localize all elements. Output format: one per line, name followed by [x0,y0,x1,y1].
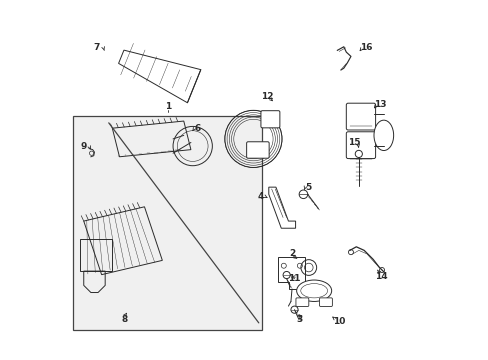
Text: 5: 5 [305,183,311,192]
FancyBboxPatch shape [346,103,375,130]
FancyBboxPatch shape [346,132,375,158]
Text: 12: 12 [261,91,273,100]
Text: 8: 8 [122,315,128,324]
Text: 16: 16 [359,43,371,52]
FancyBboxPatch shape [319,298,332,306]
Ellipse shape [296,280,331,301]
Text: 4: 4 [257,192,263,201]
Text: 1: 1 [164,102,170,111]
Text: 15: 15 [347,138,360,147]
Text: 3: 3 [296,315,303,324]
Text: 10: 10 [332,316,345,325]
Text: 7: 7 [93,43,99,52]
Text: 6: 6 [195,124,201,133]
Text: 13: 13 [373,100,386,109]
Text: 2: 2 [289,249,295,258]
Ellipse shape [373,120,393,150]
FancyBboxPatch shape [295,298,308,306]
FancyBboxPatch shape [246,142,268,158]
Bar [73,116,262,330]
Text: 11: 11 [287,274,300,283]
Ellipse shape [300,284,327,298]
FancyBboxPatch shape [261,111,279,128]
Text: 14: 14 [374,272,386,281]
Text: 9: 9 [81,141,87,150]
